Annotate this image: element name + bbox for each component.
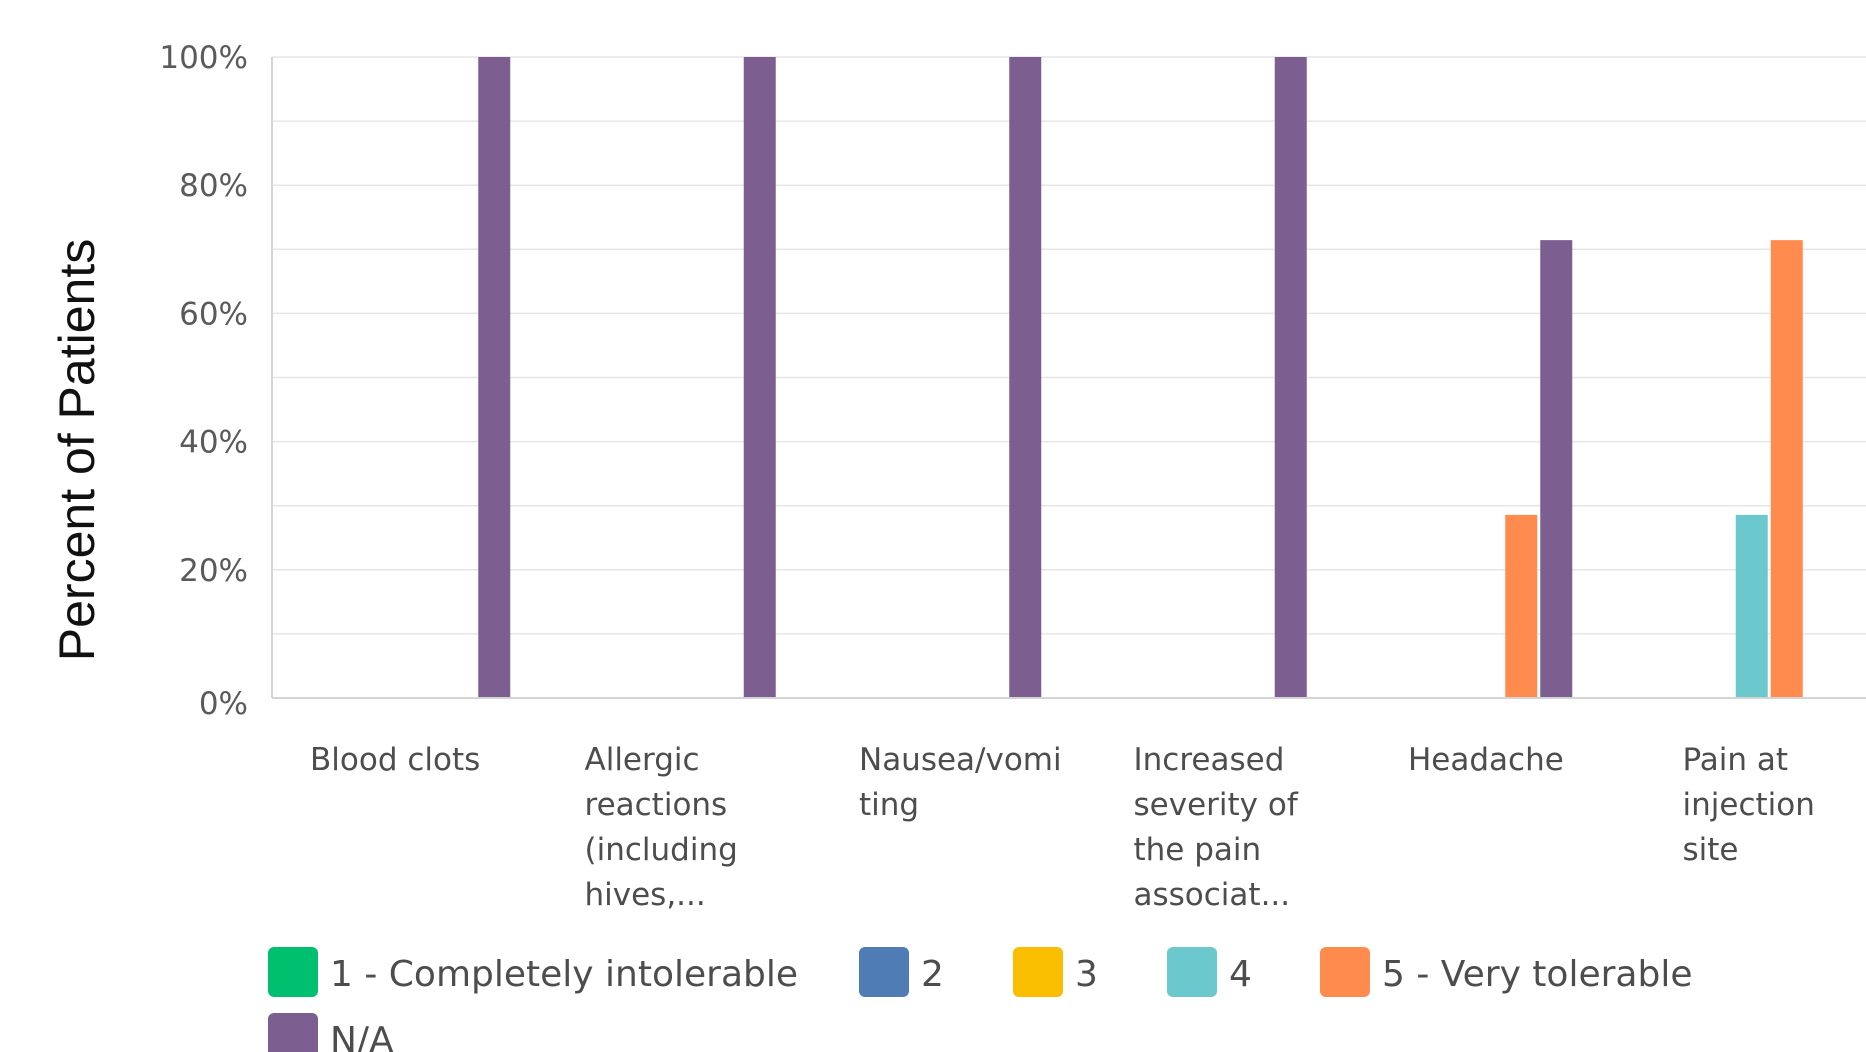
legend-item: 4	[1167, 947, 1252, 997]
bar	[743, 57, 776, 698]
legend-swatch	[1167, 947, 1217, 997]
y-tick-label: 100%	[159, 40, 248, 76]
gridlines	[272, 56, 1866, 699]
legend-item: 2	[859, 947, 944, 997]
y-tick-label: 80%	[179, 168, 248, 204]
x-category-label: Blood clots	[310, 742, 480, 778]
x-category-label: Pain at injection site	[1683, 742, 1815, 868]
legend-label: 1 - Completely intolerable	[330, 954, 798, 995]
x-category-label: Nausea/vomi ting	[859, 742, 1062, 823]
bar	[1505, 514, 1538, 698]
legend-swatch	[1320, 947, 1370, 997]
legend: 1 - Completely intolerable 2 3 4 5 - Very to…	[268, 947, 1692, 1052]
bar	[1770, 240, 1803, 698]
bar	[1274, 57, 1307, 698]
legend-item: 3	[1013, 947, 1098, 997]
legend-swatch	[268, 947, 318, 997]
legend-swatch	[859, 947, 909, 997]
bar	[1009, 57, 1042, 698]
x-category-label: Increased severity of the pain associat...	[1134, 742, 1299, 913]
bars	[478, 57, 1803, 698]
legend-label: 2	[921, 954, 944, 995]
x-axis-categories: Blood clots Allergic reactions (including hi…	[310, 742, 1815, 913]
axes	[271, 57, 1866, 699]
x-category-label: Allergic reactions (including hives,...	[585, 742, 738, 913]
y-axis-ticks: 0% 20% 40% 60% 80% 100%	[159, 40, 248, 722]
legend-swatch	[1013, 947, 1063, 997]
bar	[1735, 514, 1768, 698]
y-axis-label: Percent of Patients	[49, 239, 105, 661]
legend-label: N/A	[330, 1020, 394, 1052]
y-tick-label: 20%	[179, 553, 248, 589]
legend-label: 5 - Very tolerable	[1382, 954, 1692, 995]
bar	[478, 57, 511, 698]
legend-item: 1 - Completely intolerable	[268, 947, 798, 997]
legend-label: 3	[1075, 954, 1098, 995]
x-category-label: Headache	[1408, 742, 1564, 778]
y-tick-label: 60%	[179, 296, 248, 332]
y-tick-label: 40%	[179, 425, 248, 461]
bar	[1540, 240, 1573, 698]
legend-item: 5 - Very tolerable	[1320, 947, 1692, 997]
legend-label: 4	[1229, 954, 1252, 995]
legend-swatch	[268, 1013, 318, 1052]
legend-item: N/A	[268, 1013, 394, 1052]
y-tick-label: 0%	[199, 686, 248, 722]
